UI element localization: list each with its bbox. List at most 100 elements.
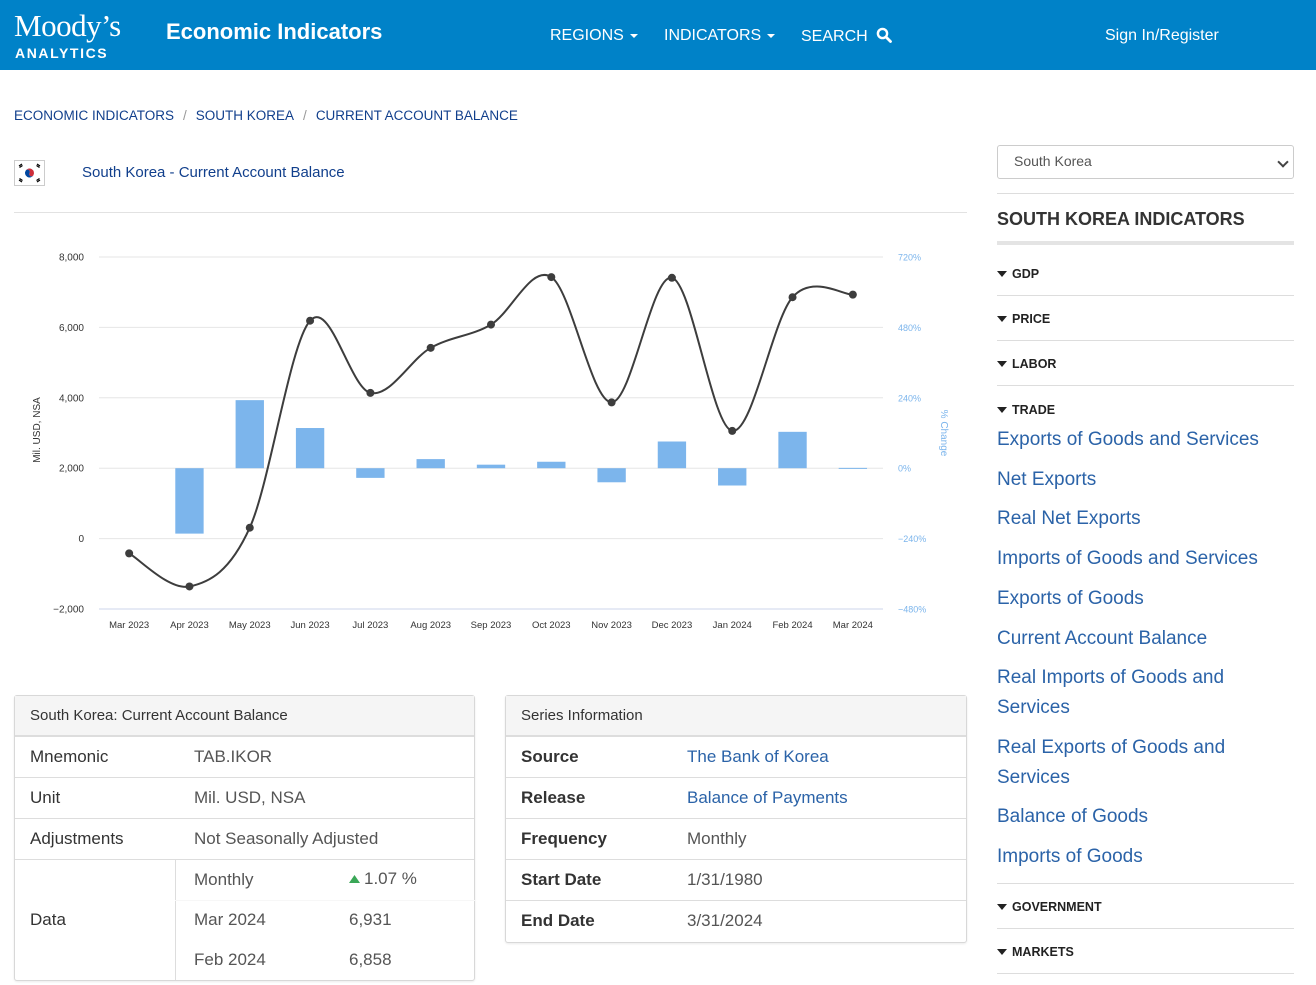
sidebar-link-current[interactable]: Current Account Balance — [997, 628, 1208, 649]
breadcrumb: ECONOMIC INDICATORS / SOUTH KOREA / CURRENT … — [14, 108, 518, 123]
chart-bar — [476, 464, 506, 469]
divider — [997, 295, 1294, 296]
table-row: End Date 3/31/2024 — [506, 900, 966, 941]
frequency-value: Monthly — [687, 829, 747, 848]
chart-point — [848, 290, 857, 299]
sidebar-category-gdp[interactable]: GDP — [997, 267, 1039, 281]
sidebar-category-labor[interactable]: LABOR — [997, 357, 1056, 371]
sidebar-category-label: GOVERNMENT — [1012, 900, 1102, 914]
chart-bar — [356, 468, 385, 478]
chart-point — [607, 398, 616, 407]
chart-y-tick-label: 0 — [78, 534, 84, 545]
divider — [14, 212, 967, 213]
chart-point — [125, 549, 134, 558]
chart-x-tick-label: Apr 2023 — [170, 620, 209, 631]
breadcrumb-economic-indicators[interactable]: ECONOMIC INDICATORS — [14, 108, 175, 123]
adjustments-label: Adjustments — [30, 829, 124, 848]
caret-down-icon — [629, 33, 638, 38]
chart-point — [426, 343, 435, 352]
data-change-value: 1.07 % — [364, 869, 417, 888]
release-label: Release — [521, 788, 586, 807]
chart-bar — [537, 461, 566, 469]
release-link[interactable]: Balance of Payments — [687, 788, 848, 807]
country-select-value: South Korea — [1014, 153, 1092, 169]
chart-y-tick-label: 6,000 — [59, 323, 84, 334]
moodys-logo[interactable]: Moody’s — [14, 8, 121, 43]
breadcrumb-south-korea[interactable]: SOUTH KOREA — [195, 108, 295, 123]
chart-x-tick-label: Oct 2023 — [532, 620, 571, 631]
chart-point — [547, 273, 556, 282]
chart-point — [667, 273, 676, 282]
chart-x-tick-label: Dec 2023 — [652, 620, 693, 631]
sidebar-link[interactable]: Real Net Exports — [997, 508, 1141, 529]
chart-x-tick-label: Sep 2023 — [471, 620, 512, 631]
chart-y2-tick-label: 0% — [898, 464, 911, 474]
chart-bar — [657, 441, 687, 469]
country-select[interactable]: South Korea — [997, 145, 1294, 179]
sidebar-link[interactable]: Imports of Goods — [997, 846, 1143, 867]
chart-point — [487, 320, 495, 329]
chart-x-tick-label: Nov 2023 — [591, 620, 632, 631]
south-korea-flag-icon — [14, 160, 45, 186]
triangle-down-icon — [997, 316, 1007, 322]
sidebar-link[interactable]: Exports of Goods — [997, 588, 1144, 609]
chart-bar — [838, 467, 868, 469]
chart-y-tick-label: 8,000 — [59, 253, 84, 264]
chart-point — [185, 582, 194, 591]
chart-bar — [175, 468, 204, 534]
frequency-label: Frequency — [521, 829, 607, 848]
divider — [997, 883, 1294, 884]
sidebar-link[interactable]: Imports of Goods and Services — [997, 548, 1258, 569]
table-row: Frequency Monthly — [506, 818, 966, 859]
breadcrumb-current-account-balance[interactable]: CURRENT ACCOUNT BALANCE — [315, 108, 518, 123]
data-change: 1.07 % — [349, 869, 417, 889]
table-row: Adjustments Not Seasonally Adjusted — [15, 818, 474, 859]
page-title: South Korea - Current Account Balance — [82, 164, 345, 181]
breadcrumb-separator: / — [303, 108, 307, 123]
signin-link[interactable]: Sign In/Register — [1105, 27, 1219, 44]
chart-x-tick-label: May 2023 — [229, 620, 271, 631]
caret-down-icon — [767, 33, 776, 38]
indicator-details-panel: South Korea: Current Account Balance Mne… — [14, 695, 475, 981]
chart-y-tick-label: −2,000 — [53, 605, 84, 616]
nav-search-label: SEARCH — [801, 28, 868, 45]
chart-bar — [235, 400, 264, 469]
nav-indicators-label: INDICATORS — [664, 27, 762, 44]
unit-label: Unit — [30, 788, 61, 807]
sidebar-link[interactable]: Net Exports — [997, 469, 1097, 490]
sidebar-category-trade[interactable]: TRADE — [997, 403, 1055, 417]
chart-bar — [295, 428, 325, 469]
nav-indicators[interactable]: INDICATORS — [664, 27, 776, 45]
triangle-down-icon — [997, 949, 1007, 955]
sidebar-link[interactable]: Exports of Goods and Services — [997, 429, 1259, 450]
sidebar-link[interactable]: Balance of Goods — [997, 806, 1149, 827]
source-link[interactable]: The Bank of Korea — [687, 747, 829, 766]
data-row: Data Monthly 1.07 % Mar 2024 6,931 Feb 2… — [15, 859, 475, 980]
chart-point — [788, 293, 797, 302]
moodys-logo-analytics: ANALYTICS — [15, 45, 109, 61]
nav-regions-label: REGIONS — [550, 27, 624, 44]
chart-x-tick-label: Aug 2023 — [410, 620, 451, 631]
sidebar-category-label: TRADE — [1012, 403, 1056, 417]
sidebar-category-label: GDP — [1012, 267, 1040, 281]
divider — [997, 973, 1294, 974]
site-title[interactable]: Economic Indicators — [166, 19, 383, 44]
sidebar-category-government[interactable]: GOVERNMENT — [997, 900, 1102, 914]
data-value: 6,931 — [349, 910, 392, 929]
chart-point — [306, 316, 315, 325]
nav-regions[interactable]: REGIONS — [550, 27, 638, 45]
sidebar-category-markets[interactable]: MARKETS — [997, 945, 1074, 959]
table-row: Start Date 1/31/1980 — [506, 859, 966, 900]
sidebar-heading: SOUTH KOREA INDICATORS — [997, 209, 1245, 229]
chart-bar — [718, 468, 747, 486]
sidebar-category-price[interactable]: PRICE — [997, 312, 1050, 326]
table-row: Unit Mil. USD, NSA — [15, 777, 474, 818]
sidebar-link[interactable]: Real Imports of Goods and Services — [997, 667, 1225, 718]
nav-search[interactable]: SEARCH — [801, 27, 893, 46]
chart-x-tick-label: Feb 2024 — [772, 620, 812, 631]
source-label: Source — [521, 747, 579, 766]
triangle-down-icon — [997, 904, 1007, 910]
sidebar-link[interactable]: Real Exports of Goods and Services — [997, 737, 1226, 788]
unit-value: Mil. USD, NSA — [194, 788, 306, 807]
triangle-down-icon — [997, 361, 1007, 367]
